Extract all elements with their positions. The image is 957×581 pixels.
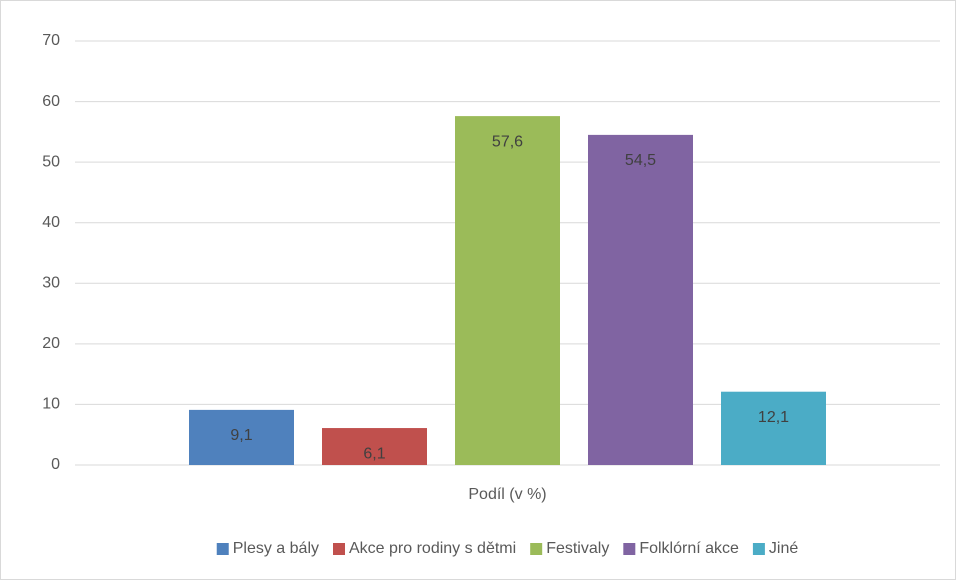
y-tick-label: 10 [42,396,60,413]
y-tick-label: 70 [42,32,60,49]
y-tick-label: 20 [42,335,60,352]
legend-swatch [623,543,636,555]
bar [322,428,427,465]
legend-swatch [530,543,543,555]
y-tick-label: 60 [42,93,60,110]
legend-label: Folklórní akce [639,540,739,557]
bar [455,116,560,465]
y-tick-label: 30 [42,275,60,292]
y-tick-label: 40 [42,214,60,231]
legend-swatch [216,543,229,555]
bar [189,409,294,465]
bar [588,134,693,465]
legend-swatch [752,543,765,555]
legend-label: Akce pro rodiny s dětmi [349,540,516,557]
bar [721,391,826,465]
x-tick-label: Podíl (v %) [468,486,546,503]
data-label: 54,5 [625,152,656,169]
y-tick-label: 0 [51,456,60,473]
data-label: 57,6 [492,133,523,150]
data-label: 12,1 [758,409,789,426]
y-tick-label: 50 [42,153,60,170]
legend-label: Festivaly [546,540,609,557]
data-label: 6,1 [363,445,385,462]
legend-label: Jiné [769,540,798,557]
legend-swatch [333,543,345,555]
data-label: 9,1 [230,427,252,444]
legend-label: Plesy a bály [233,540,319,557]
